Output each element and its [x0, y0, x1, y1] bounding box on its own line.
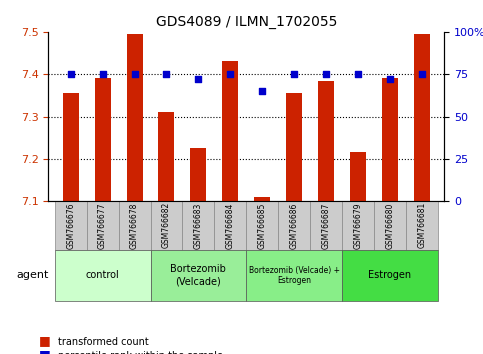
- Bar: [350, 153, 366, 201]
- Bar: [63, 93, 79, 201]
- Bar: [382, 79, 398, 201]
- Text: agent: agent: [16, 270, 48, 280]
- Text: GSM766687: GSM766687: [322, 202, 331, 249]
- FancyBboxPatch shape: [86, 201, 118, 250]
- Point: [354, 72, 362, 77]
- Text: GSM766686: GSM766686: [290, 202, 299, 249]
- FancyBboxPatch shape: [55, 201, 86, 250]
- Point: [386, 76, 394, 82]
- FancyBboxPatch shape: [406, 201, 438, 250]
- Text: Estrogen: Estrogen: [369, 270, 412, 280]
- FancyBboxPatch shape: [55, 250, 151, 301]
- Bar: [414, 34, 430, 201]
- Text: GSM766679: GSM766679: [354, 202, 363, 249]
- Text: GSM766685: GSM766685: [258, 202, 267, 249]
- Point: [258, 88, 266, 94]
- FancyBboxPatch shape: [246, 201, 278, 250]
- Text: control: control: [85, 270, 119, 280]
- Point: [131, 72, 139, 77]
- FancyBboxPatch shape: [151, 250, 246, 301]
- Bar: [190, 148, 206, 201]
- Title: GDS4089 / ILMN_1702055: GDS4089 / ILMN_1702055: [156, 16, 337, 29]
- Point: [195, 76, 202, 82]
- FancyBboxPatch shape: [183, 201, 214, 250]
- FancyBboxPatch shape: [342, 201, 374, 250]
- FancyBboxPatch shape: [374, 201, 406, 250]
- Bar: [95, 79, 111, 201]
- Text: Bortezomib (Velcade) +
Estrogen: Bortezomib (Velcade) + Estrogen: [249, 266, 340, 285]
- Bar: [222, 62, 238, 201]
- Bar: [318, 80, 334, 201]
- Text: GSM766684: GSM766684: [226, 202, 235, 249]
- Point: [99, 72, 106, 77]
- Point: [227, 72, 234, 77]
- Bar: [286, 93, 302, 201]
- Point: [290, 72, 298, 77]
- Text: GSM766682: GSM766682: [162, 202, 171, 249]
- Point: [418, 72, 426, 77]
- Text: ■: ■: [39, 348, 50, 354]
- FancyBboxPatch shape: [310, 201, 342, 250]
- Point: [322, 72, 330, 77]
- FancyBboxPatch shape: [246, 250, 342, 301]
- Text: GSM766676: GSM766676: [66, 202, 75, 249]
- Text: GSM766683: GSM766683: [194, 202, 203, 249]
- Text: Bortezomib
(Velcade): Bortezomib (Velcade): [170, 264, 227, 286]
- Text: GSM766680: GSM766680: [385, 202, 395, 249]
- Text: GSM766678: GSM766678: [130, 202, 139, 249]
- Bar: [255, 197, 270, 201]
- FancyBboxPatch shape: [278, 201, 310, 250]
- FancyBboxPatch shape: [151, 201, 183, 250]
- Point: [67, 72, 74, 77]
- Text: percentile rank within the sample: percentile rank within the sample: [58, 351, 223, 354]
- FancyBboxPatch shape: [342, 250, 438, 301]
- Point: [163, 72, 170, 77]
- Text: GSM766677: GSM766677: [98, 202, 107, 249]
- Text: ■: ■: [39, 334, 50, 347]
- Text: transformed count: transformed count: [58, 337, 149, 347]
- Text: GSM766681: GSM766681: [417, 202, 426, 249]
- Bar: [127, 34, 142, 201]
- Bar: [158, 112, 174, 201]
- FancyBboxPatch shape: [214, 201, 246, 250]
- FancyBboxPatch shape: [118, 201, 151, 250]
